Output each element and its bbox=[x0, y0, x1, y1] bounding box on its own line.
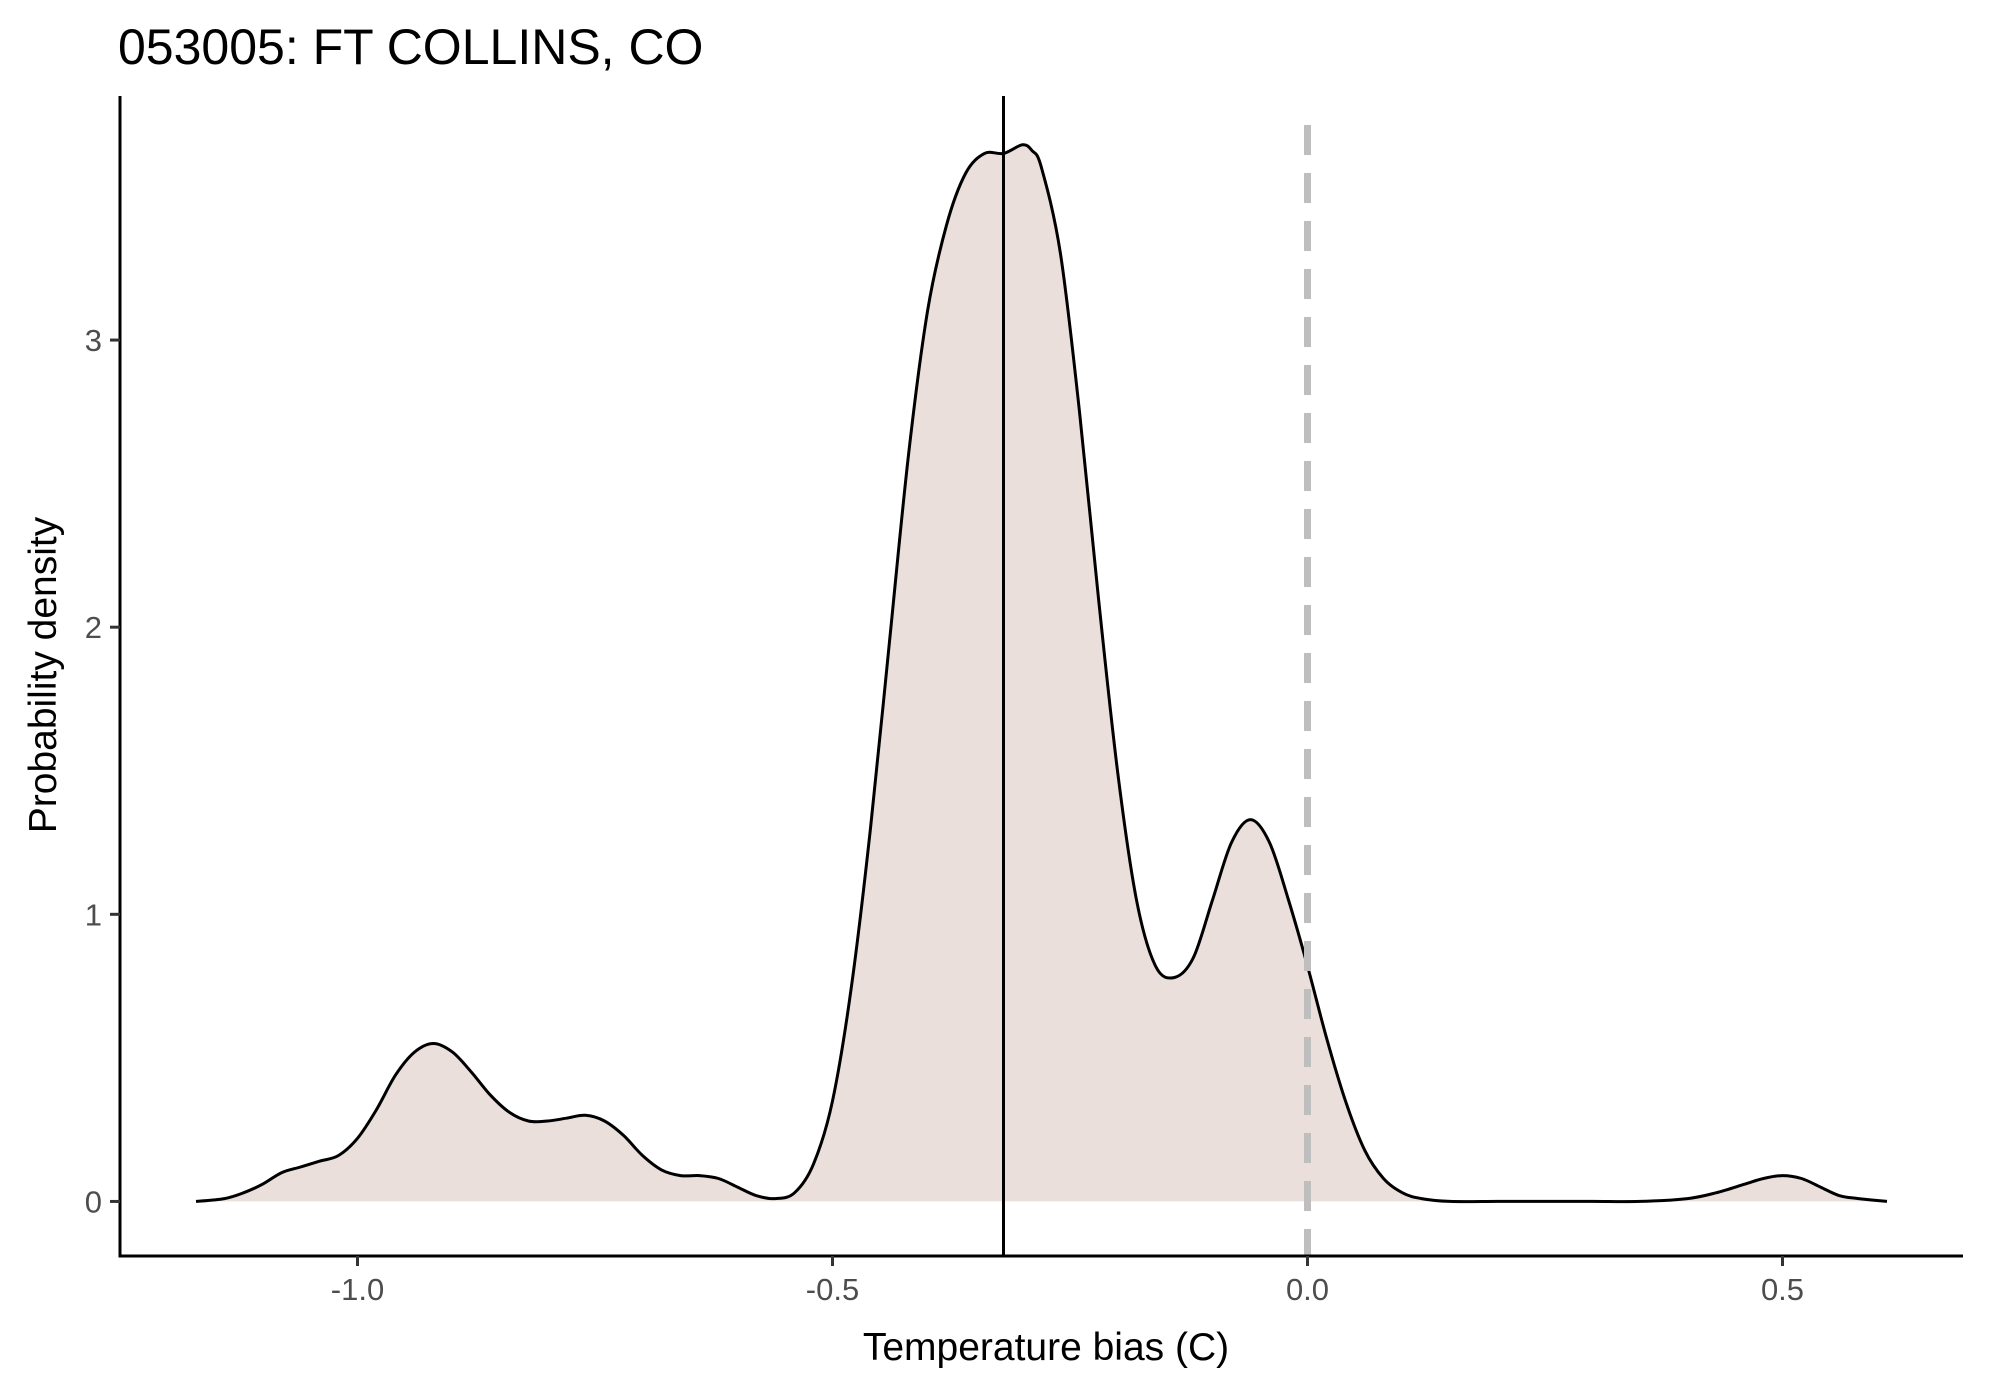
chart-title: 053005: FT COLLINS, CO bbox=[118, 19, 703, 75]
x-tick-label: -0.5 bbox=[806, 1272, 859, 1307]
y-axis-ticks: 0 1 2 3 bbox=[85, 323, 120, 1219]
y-tick-label: 0 bbox=[85, 1184, 102, 1219]
plot-area bbox=[195, 96, 1888, 1256]
x-tick-label: -1.0 bbox=[331, 1272, 384, 1307]
density-line bbox=[195, 143, 1888, 1204]
density-area bbox=[196, 144, 1887, 1202]
x-tick-label: 0.5 bbox=[1761, 1272, 1804, 1307]
x-tick-label: 0.0 bbox=[1286, 1272, 1329, 1307]
y-axis-title: Probability density bbox=[22, 516, 65, 833]
x-axis-ticks: -1.0 -0.5 0.0 0.5 bbox=[331, 1256, 1804, 1307]
y-tick-label: 2 bbox=[85, 610, 102, 645]
y-tick-label: 1 bbox=[85, 897, 102, 932]
y-tick-label: 3 bbox=[85, 323, 102, 358]
x-axis-title: Temperature bias (C) bbox=[863, 1326, 1229, 1369]
